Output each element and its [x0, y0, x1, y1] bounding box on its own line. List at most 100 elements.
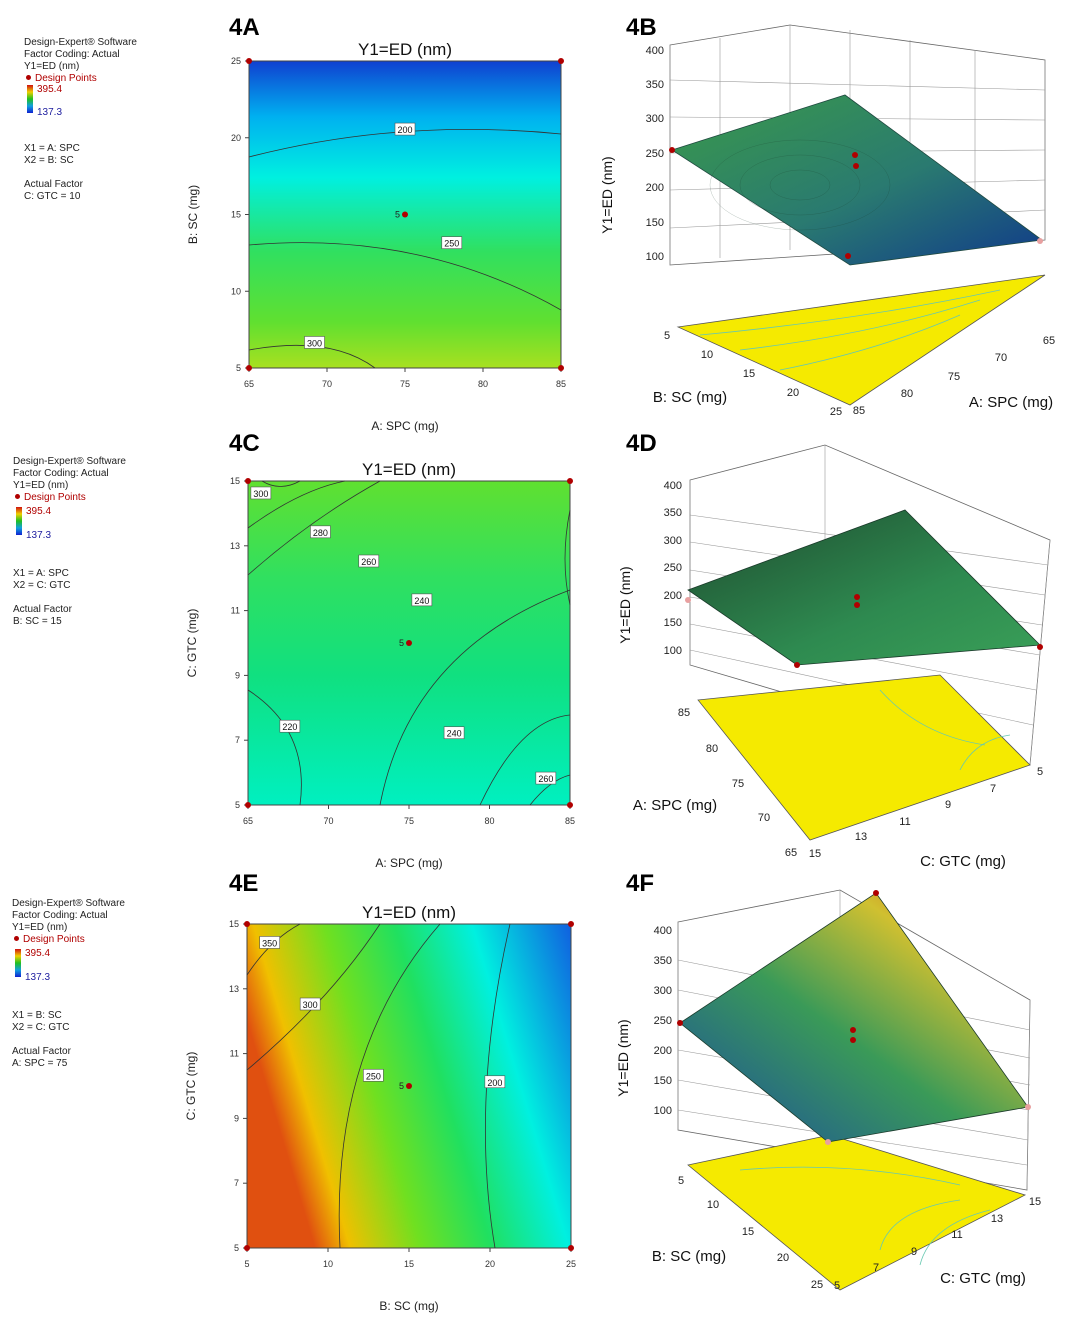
colorbar-max: 395.4 [26, 506, 52, 517]
legend-coding: Factor Coding: Actual [12, 910, 108, 921]
y-tick-label: 7 [235, 735, 240, 745]
x-axis-label: B: SC (mg) [379, 1299, 438, 1313]
contour-label-box [304, 336, 325, 349]
contour-line [564, 509, 571, 606]
x-tick-label: 65 [244, 379, 254, 389]
contour-line [485, 923, 511, 1249]
x-axis-label: A: SPC (mg) [371, 419, 438, 433]
x-tick-label: 70 [323, 816, 333, 826]
design-point-icon [14, 936, 19, 942]
contour-label-box [358, 554, 380, 568]
y-tick-label: 10 [707, 1199, 719, 1211]
y-tick-label: 13 [230, 541, 240, 551]
contour-line [338, 923, 441, 1249]
z-tick-label: 200 [646, 182, 664, 194]
contour-label: 200 [397, 125, 412, 135]
z-tick-label: 400 [664, 480, 682, 492]
x-tick-label: 7 [873, 1262, 879, 1274]
contour-line [248, 344, 376, 369]
y-tick-label: 11 [231, 606, 240, 616]
legend-c: Design-Expert® Software Factor Coding: A… [13, 456, 126, 504]
legend-design-points: Design Points [23, 934, 85, 945]
legend-design-points: Design Points [35, 73, 97, 84]
legend-software: Design-Expert® Software [24, 37, 137, 48]
z-tick-label: 150 [646, 217, 664, 229]
contour-label-box [310, 525, 331, 539]
z-axis-label: Y1=ED (nm) [615, 1019, 631, 1096]
y-axis-label: C: GTC (mg) [185, 609, 199, 678]
design-point [406, 640, 412, 646]
y-tick-label: 13 [229, 984, 239, 994]
x-tick-label: 9 [945, 799, 951, 811]
chart-title: Y1=ED (nm) [362, 460, 456, 479]
x-tick-label: 80 [478, 379, 488, 389]
y-axis-label: B: SC (mg) [652, 1248, 726, 1265]
z-tick-label: 300 [646, 113, 664, 125]
x-tick-label: 5 [1037, 766, 1043, 778]
z-tick-label: 150 [664, 617, 682, 629]
panel-label-4e: 4E [229, 870, 259, 897]
y-tick-label: 25 [231, 56, 241, 66]
legend-software: Design-Expert® Software [12, 898, 125, 909]
panel-label-4d: 4D [626, 430, 657, 457]
z-tick-label: 200 [664, 590, 682, 602]
legend-actual-factor-title: Actual Factor [24, 179, 83, 190]
y-tick-label: 25 [830, 406, 842, 418]
design-point [558, 58, 564, 64]
z-tick-label: 200 [654, 1045, 672, 1057]
contour-line [479, 714, 571, 806]
plot-area [248, 60, 562, 369]
z-tick-label: 250 [664, 562, 682, 574]
legend-coding: Factor Coding: Actual [13, 468, 109, 479]
legend-x1: X1 = A: SPC [24, 143, 80, 154]
x-tick-label: 20 [485, 1259, 495, 1269]
y-tick-label: 5 [678, 1175, 684, 1187]
y-axis-label: C: GTC (mg) [184, 1052, 198, 1121]
contour-label: 240 [447, 729, 462, 739]
plot-area [247, 480, 571, 806]
contour-label: 220 [282, 722, 297, 732]
z-tick-label: 300 [654, 985, 672, 997]
contour-label-box [259, 936, 280, 949]
z-tick-label: 150 [654, 1075, 672, 1087]
contour-label-box [363, 1068, 384, 1082]
contour-label: 300 [303, 1000, 318, 1010]
z-axis-label: Y1=ED (nm) [617, 566, 633, 643]
contour-label: 260 [538, 774, 553, 784]
x-tick-label: 15 [404, 1259, 414, 1269]
contour-label-box [250, 486, 272, 500]
panel-label-4a: 4A [229, 14, 260, 41]
z-tick-label: 300 [664, 535, 682, 547]
legend-actual-factor-title: Actual Factor [12, 1046, 71, 1057]
design-point [558, 365, 564, 371]
contour-label-box [411, 593, 433, 607]
x-tick-label: 9 [911, 1246, 917, 1258]
design-point [246, 58, 252, 64]
x-tick-label: 75 [400, 379, 410, 389]
contour-line [246, 923, 301, 976]
contour-label: 300 [307, 338, 322, 348]
legend-software: Design-Expert® Software [13, 456, 126, 467]
colorbar-c [16, 507, 22, 535]
y-tick-label: 25 [811, 1279, 823, 1291]
y-tick-label: 85 [678, 707, 690, 719]
contour-label: 200 [487, 1078, 502, 1088]
contour-label: 300 [253, 489, 268, 499]
contour-line [246, 923, 381, 1071]
contour-label-box [441, 236, 463, 249]
z-tick-label: 350 [654, 955, 672, 967]
contour-label-box [279, 719, 301, 733]
z-tick-label: 100 [664, 645, 682, 657]
panel-label-4f: 4F [626, 870, 655, 897]
legend-x2: X2 = B: SC [24, 155, 74, 166]
y-tick-label: 7 [234, 1178, 239, 1188]
contour-4c: Y1=ED (nm) 65 70 75 80 85 5 7 9 11 13 15 A: SPC (mg)… [185, 460, 575, 870]
z-axis-label: Y1=ED (nm) [599, 156, 615, 233]
legend-actual-factor: B: SC = 15 [13, 616, 62, 627]
legend-e: Design-Expert® Software Factor Coding: A… [12, 898, 125, 946]
surface-4f [677, 889, 1031, 1291]
contour-label-box [484, 1075, 506, 1089]
legend-actual-factor: A: SPC = 75 [12, 1058, 68, 1069]
contour-label-box [394, 122, 416, 136]
contour-line [248, 242, 562, 311]
